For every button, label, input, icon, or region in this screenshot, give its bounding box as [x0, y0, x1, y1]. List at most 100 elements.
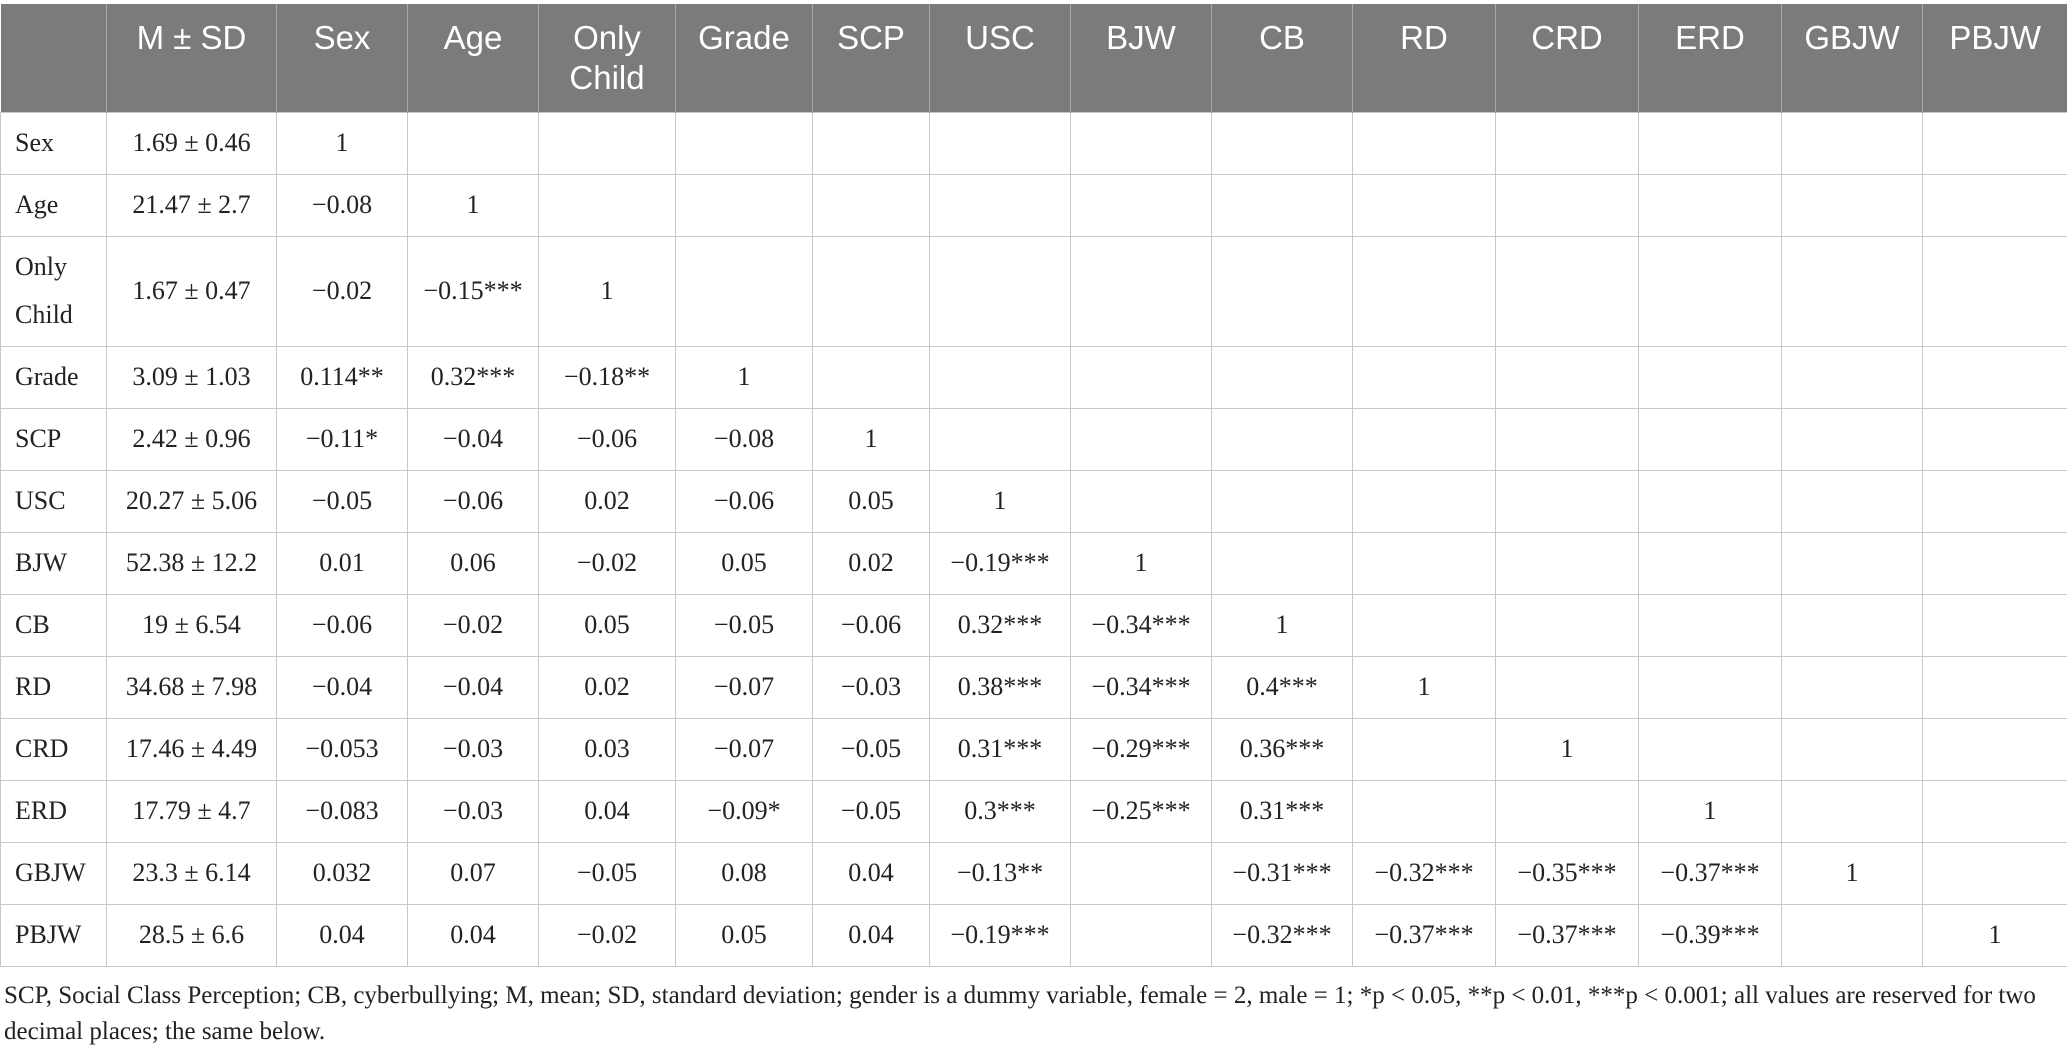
correlation-cell — [538, 173, 676, 237]
table-row: Grade 3.09 ± 1.03 0.114** 0.32*** −0.18** 1 — [0, 345, 2067, 409]
correlation-cell — [1781, 593, 1923, 657]
correlation-cell: 0.02 — [538, 469, 676, 533]
correlation-cell — [1070, 903, 1212, 967]
row-label: SCP — [0, 407, 107, 471]
correlation-cell — [1495, 779, 1639, 843]
correlation-cell: 0.31*** — [929, 717, 1071, 781]
header-age: Age — [407, 4, 539, 112]
correlation-cell: −0.08 — [276, 173, 408, 237]
correlation-cell — [1211, 469, 1353, 533]
correlation-cell — [675, 235, 813, 347]
correlation-cell — [1352, 469, 1496, 533]
correlation-cell: −0.06 — [407, 469, 539, 533]
correlation-cell: 1 — [812, 407, 930, 471]
table-row: ERD 17.79 ± 4.7 −0.083 −0.03 0.04 −0.09* −0.05… — [0, 779, 2067, 843]
correlation-cell — [1211, 345, 1353, 409]
header-sex: Sex — [276, 4, 408, 112]
header-usc: USC — [929, 4, 1071, 112]
correlation-cell — [1638, 469, 1782, 533]
row-label: Age — [0, 173, 107, 237]
correlation-cell — [1781, 531, 1923, 595]
correlation-cell: 0.05 — [675, 903, 813, 967]
row-label: USC — [0, 469, 107, 533]
correlation-cell — [1922, 593, 2067, 657]
correlation-cell — [1781, 717, 1923, 781]
correlation-cell: 0.04 — [538, 779, 676, 843]
mean-sd-cell: 1.67 ± 0.47 — [106, 235, 277, 347]
table-row: Age 21.47 ± 2.7 −0.08 1 — [0, 173, 2067, 237]
correlation-cell — [1211, 111, 1353, 175]
correlation-cell: −0.03 — [407, 779, 539, 843]
correlation-cell: 0.36*** — [1211, 717, 1353, 781]
correlation-cell — [1495, 111, 1639, 175]
row-label: GBJW — [0, 841, 107, 905]
correlation-cell: −0.06 — [276, 593, 408, 657]
correlation-cell: −0.34*** — [1070, 655, 1212, 719]
correlation-cell: −0.37*** — [1352, 903, 1496, 967]
correlation-cell — [1495, 593, 1639, 657]
correlation-cell: −0.04 — [407, 407, 539, 471]
mean-sd-cell: 19 ± 6.54 — [106, 593, 277, 657]
correlation-cell — [1781, 469, 1923, 533]
table-row: GBJW 23.3 ± 6.14 0.032 0.07 −0.05 0.08 0.04 −0.… — [0, 841, 2067, 905]
correlation-cell — [1070, 235, 1212, 347]
correlation-cell — [1638, 345, 1782, 409]
correlation-cell — [1638, 111, 1782, 175]
correlation-cell: −0.07 — [675, 717, 813, 781]
header-pbjw: PBJW — [1922, 4, 2067, 112]
correlation-cell — [1922, 173, 2067, 237]
correlation-cell — [1922, 111, 2067, 175]
correlation-cell: 0.02 — [812, 531, 930, 595]
row-label: CRD — [0, 717, 107, 781]
correlation-cell — [1638, 655, 1782, 719]
mean-sd-cell: 34.68 ± 7.98 — [106, 655, 277, 719]
table-footnote: SCP, Social Class Perception; CB, cyberb… — [4, 982, 2036, 1045]
correlation-cell — [1638, 717, 1782, 781]
correlation-cell: −0.19*** — [929, 903, 1071, 967]
correlation-cell: 0.04 — [276, 903, 408, 967]
mean-sd-cell: 52.38 ± 12.2 — [106, 531, 277, 595]
correlation-cell — [1352, 345, 1496, 409]
correlation-cell: −0.03 — [812, 655, 930, 719]
correlation-cell: 1 — [1352, 655, 1496, 719]
correlation-cell — [1211, 235, 1353, 347]
correlation-cell — [1352, 111, 1496, 175]
correlation-cell — [1781, 173, 1923, 237]
correlation-cell — [1922, 779, 2067, 843]
correlation-cell: −0.39*** — [1638, 903, 1782, 967]
header-rd: RD — [1352, 4, 1496, 112]
row-label: Grade — [0, 345, 107, 409]
correlation-cell: 1 — [1070, 531, 1212, 595]
mean-sd-cell: 17.79 ± 4.7 — [106, 779, 277, 843]
correlation-cell: 1 — [538, 235, 676, 347]
table-row: BJW 52.38 ± 12.2 0.01 0.06 −0.02 0.05 0.02 −0.1… — [0, 531, 2067, 595]
row-label: Only Child — [0, 235, 107, 347]
table-row: Sex 1.69 ± 0.46 1 — [0, 111, 2067, 175]
table-row: CRD 17.46 ± 4.49 −0.053 −0.03 0.03 −0.07 −0.05… — [0, 717, 2067, 781]
correlation-cell: 1 — [1638, 779, 1782, 843]
correlation-cell — [1781, 407, 1923, 471]
correlation-cell — [1922, 345, 2067, 409]
correlation-cell: 0.32*** — [929, 593, 1071, 657]
correlation-cell — [675, 111, 813, 175]
header-scp: SCP — [812, 4, 930, 112]
mean-sd-cell: 2.42 ± 0.96 — [106, 407, 277, 471]
header-crd: CRD — [1495, 4, 1639, 112]
correlation-cell — [1211, 173, 1353, 237]
row-label: ERD — [0, 779, 107, 843]
correlation-cell — [1495, 655, 1639, 719]
correlation-cell: −0.31*** — [1211, 841, 1353, 905]
correlation-cell — [1781, 779, 1923, 843]
correlation-cell — [538, 111, 676, 175]
correlation-cell — [1922, 655, 2067, 719]
row-label: Sex — [0, 111, 107, 175]
table-row: SCP 2.42 ± 0.96 −0.11* −0.04 −0.06 −0.08 1 — [0, 407, 2067, 471]
correlation-cell: 1 — [1781, 841, 1923, 905]
correlation-cell — [929, 235, 1071, 347]
correlation-cell — [1352, 717, 1496, 781]
correlation-cell — [1352, 407, 1496, 471]
correlation-cell: −0.07 — [675, 655, 813, 719]
correlation-cell — [1638, 593, 1782, 657]
correlation-cell — [812, 345, 930, 409]
correlation-cell: −0.06 — [538, 407, 676, 471]
